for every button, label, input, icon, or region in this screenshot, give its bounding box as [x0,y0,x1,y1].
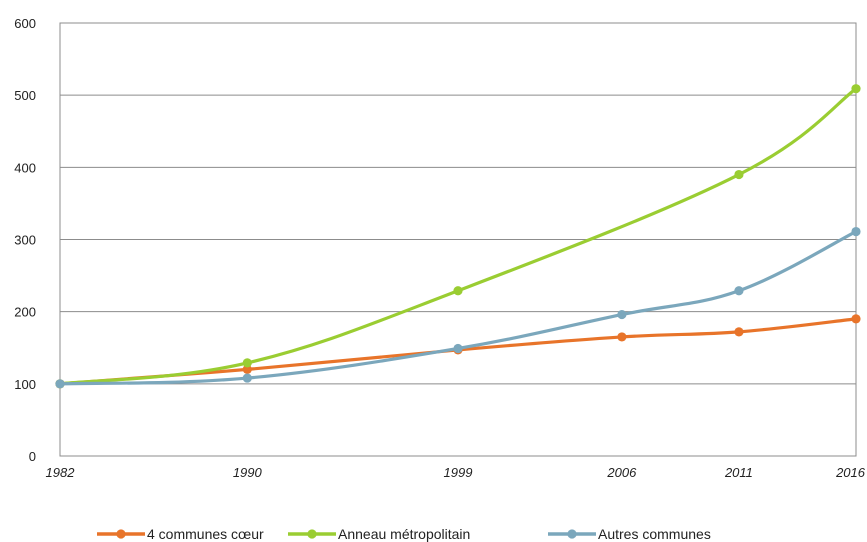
legend-label: 4 communes cœur [147,526,264,542]
series-line [58,87,858,386]
data-point [851,226,861,237]
data-point [453,286,463,296]
y-tick-label: 200 [14,305,36,320]
legend-swatch-marker [307,529,317,539]
legend-item: Autres communes [548,526,711,542]
grid [59,22,857,457]
legend-label: Autres communes [598,526,711,542]
x-tick-label: 2016 [835,465,866,480]
legend: 4 communes cœur Anneau métropolitain Aut… [97,526,711,542]
legend-item: Anneau métropolitain [288,526,470,542]
data-point [851,84,861,94]
legend-label: Anneau métropolitain [338,526,470,542]
series-line [58,229,858,386]
y-tick-label: 300 [14,233,36,248]
data-point [242,358,252,368]
data-point [734,327,744,337]
y-tick-label: 100 [14,377,36,392]
data-point [851,314,861,324]
data-point [55,379,65,389]
x-tick-label: 2006 [606,465,637,480]
y-tick-label: 0 [29,449,36,464]
y-tick-label: 500 [14,88,36,103]
data-point [242,373,252,383]
y-tick-label: 600 [14,16,36,31]
x-tick-label: 1999 [444,465,473,480]
data-point [617,332,627,342]
x-tick-label: 2011 [724,465,753,480]
x-tick-label: 1990 [233,465,263,480]
x-tick-label: 1982 [46,465,76,480]
series-1 [55,84,861,389]
legend-item: 4 communes cœur [97,526,264,542]
y-tick-label: 400 [14,160,36,175]
x-axis: 1982 1990 1999 2006 2011 2016 [46,465,866,480]
series-2 [55,226,861,389]
legend-swatch-marker [116,529,126,539]
legend-swatch-marker [567,529,577,539]
data-point [453,343,463,354]
y-axis: 0 100 200 300 400 500 600 [14,16,36,464]
data-point [242,364,252,374]
data-point [734,169,744,180]
data-point [617,309,627,320]
data-point [734,286,744,296]
series-layer [55,84,861,389]
